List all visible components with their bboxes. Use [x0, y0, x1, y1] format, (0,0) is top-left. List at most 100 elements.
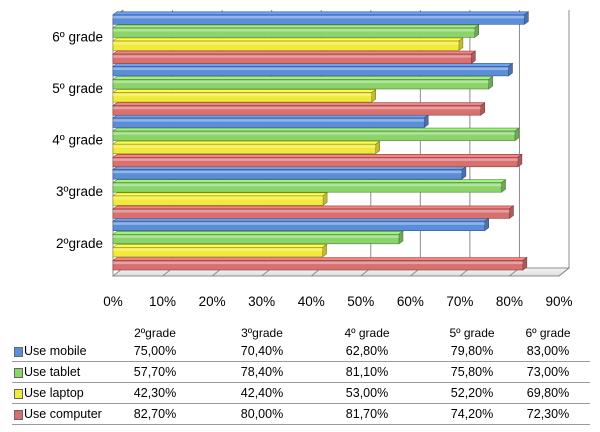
table-cell: 75,80%	[450, 365, 494, 379]
bar-front	[112, 182, 502, 193]
table-cell: 78,40%	[240, 365, 284, 379]
table-cell: 82,70%	[133, 407, 177, 421]
table-cell: 74,20%	[450, 407, 494, 421]
bar	[112, 88, 377, 103]
category-labels: 2ºgrade 3ºgrade 4º grade 5º grade 6º grade	[52, 29, 103, 250]
table-header: 4º grade	[344, 326, 390, 340]
bar	[112, 50, 477, 65]
table-cell: 83,00%	[526, 344, 570, 358]
bar-highlight	[113, 93, 372, 97]
table-cell: 42,40%	[240, 386, 284, 400]
bar	[112, 179, 507, 193]
x-tick-label: 10%	[149, 294, 176, 309]
row-divider	[12, 382, 590, 383]
bar-top	[112, 24, 480, 29]
bar	[112, 192, 329, 206]
bar-top	[112, 192, 329, 197]
bar-top	[112, 37, 464, 42]
bar-top	[112, 76, 494, 80]
bar-front	[112, 79, 489, 90]
x-tick-label: 60%	[397, 294, 424, 309]
bars	[112, 11, 530, 271]
series-label: Use laptop	[24, 386, 84, 400]
bar-front	[112, 105, 482, 116]
table-cell: 80,00%	[240, 407, 284, 421]
table-row: Use computer 82,70% 80,00% 81,70% 74,20% 72,3…	[12, 405, 590, 425]
bar	[112, 140, 381, 155]
bar	[112, 153, 523, 168]
bar-highlight	[113, 261, 523, 265]
bar-top	[112, 127, 520, 132]
table-header: 5º grade	[449, 326, 495, 340]
bar-highlight	[113, 170, 462, 174]
category-label: 6º grade	[52, 29, 103, 44]
bar-top	[112, 244, 328, 248]
table-cell: 57,70%	[133, 365, 177, 379]
bar-top	[112, 257, 528, 261]
bar-highlight	[113, 80, 489, 84]
bar-front	[112, 53, 472, 64]
category-label: 3ºgrade	[56, 184, 103, 199]
x-tick-label: 20%	[199, 294, 226, 309]
bar-front	[112, 260, 524, 271]
legend-swatch	[14, 389, 23, 399]
bar-top	[112, 179, 507, 183]
bar-front	[112, 157, 519, 168]
table-cell: 52,20%	[450, 386, 494, 400]
series-label: Use mobile	[24, 344, 87, 358]
bar-highlight	[113, 235, 399, 238]
legend-swatch	[14, 347, 23, 357]
bar-front	[112, 40, 460, 51]
bar-highlight	[113, 29, 475, 32]
bar	[112, 127, 520, 142]
bar-front	[112, 195, 324, 206]
bar-top	[112, 231, 404, 235]
bar-chart: 2ºgrade 3ºgrade 4º grade 5º grade 6º grade 0…	[52, 9, 573, 309]
x-tick-labels: 0% 10% 20% 30% 40% 50% 60% 70% 80% 90%	[103, 294, 572, 309]
bar	[112, 11, 530, 25]
table-row: Use tablet 57,70% 78,40% 81,10% 75,80% 73,00%	[12, 363, 590, 383]
x-tick-label: 30%	[248, 294, 275, 309]
table-header: 6º grade	[525, 326, 571, 340]
bar-highlight	[113, 16, 525, 19]
bar-top	[112, 11, 530, 16]
bar	[112, 166, 467, 180]
bar	[112, 114, 430, 129]
table-cell: 70,40%	[240, 344, 284, 358]
bar	[112, 217, 490, 232]
x-tick-label: 50%	[347, 294, 374, 309]
bar-front	[112, 143, 376, 154]
bar-top	[112, 154, 523, 158]
table-cell: 62,80%	[345, 344, 389, 358]
bar-top	[112, 102, 486, 106]
x-tick-label: 90%	[545, 294, 572, 309]
bar	[112, 37, 464, 52]
x-tick-label: 70%	[446, 294, 473, 309]
bar-front	[112, 169, 463, 180]
bar-highlight	[113, 42, 459, 45]
bar-front	[112, 220, 485, 231]
table-cell: 81,10%	[345, 365, 389, 379]
bar	[112, 205, 515, 219]
bar-highlight	[113, 145, 376, 148]
bar-top	[112, 89, 377, 93]
bar-highlight	[113, 183, 502, 187]
category-label: 2ºgrade	[56, 236, 103, 251]
x-tick-label: 80%	[496, 294, 523, 309]
bar	[112, 243, 328, 258]
bar-highlight	[113, 106, 481, 110]
table-cell: 79,80%	[450, 344, 494, 358]
data-table: 2ºgrade 3ºgrade 4º grade 5º grade 6º gra…	[0, 322, 600, 432]
bar-top	[112, 140, 381, 145]
series-label: Use tablet	[24, 365, 81, 379]
bar	[112, 62, 514, 77]
table-cell: 72,30%	[526, 407, 570, 421]
series-label: Use computer	[24, 407, 102, 421]
bar-highlight	[113, 197, 324, 200]
bar	[112, 256, 528, 271]
legend-swatch	[14, 368, 23, 378]
table-header: 3ºgrade	[241, 326, 283, 340]
x-tick-label: 40%	[298, 294, 325, 309]
bar-front	[112, 130, 516, 141]
table-cell: 53,00%	[345, 386, 389, 400]
